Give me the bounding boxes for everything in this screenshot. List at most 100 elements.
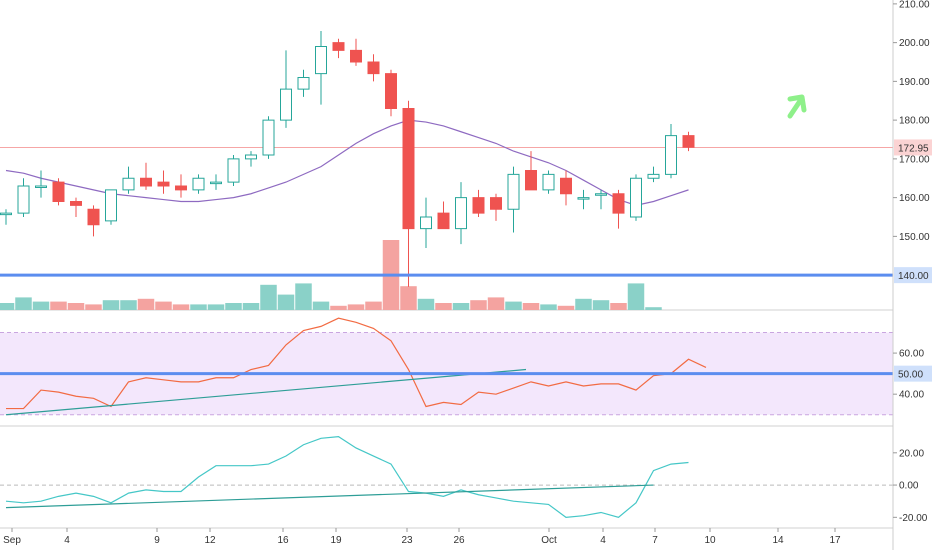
candle[interactable]: [280, 50, 292, 128]
candle[interactable]: [647, 166, 660, 183]
volume-bar: [15, 297, 32, 310]
volume-bar: [452, 303, 470, 310]
candle-body: [455, 197, 467, 230]
volume-bar: [522, 303, 540, 310]
candle[interactable]: [665, 124, 677, 179]
oscillator-panel[interactable]: [0, 436, 893, 518]
candle[interactable]: [262, 116, 275, 159]
candle[interactable]: [0, 209, 12, 225]
candle[interactable]: [332, 38, 345, 59]
candle[interactable]: [17, 178, 30, 217]
x-axis-label: Sep: [3, 535, 21, 546]
candle[interactable]: [350, 38, 362, 66]
candle-body: [682, 135, 695, 148]
candle[interactable]: [577, 189, 590, 210]
x-axis-label: 17: [829, 535, 841, 546]
volume-bar: [575, 298, 592, 310]
candle-body: [472, 197, 485, 214]
volume-bar: [32, 301, 50, 310]
x-axis-label: 16: [277, 535, 289, 546]
candle[interactable]: [122, 166, 135, 194]
oscillator-trend-line[interactable]: [5, 484, 654, 509]
candle-body: [157, 181, 170, 187]
candle[interactable]: [52, 178, 65, 206]
volume-bar: [50, 301, 67, 310]
volume-bar: [85, 304, 102, 310]
x-axis-label: 10: [704, 535, 716, 546]
price-tick-label: 160.00: [899, 193, 930, 204]
candle[interactable]: [140, 162, 152, 190]
candle-body: [105, 189, 117, 222]
candle[interactable]: [507, 166, 520, 233]
volume-bar: [312, 301, 330, 310]
candle[interactable]: [385, 69, 397, 117]
volume-bar: [137, 298, 155, 310]
volume-bar: [277, 294, 295, 310]
volume-bar: [610, 303, 627, 310]
candle[interactable]: [682, 131, 695, 152]
candle[interactable]: [525, 151, 537, 191]
price-tick-label: 170.00: [899, 154, 930, 165]
candle[interactable]: [560, 170, 572, 206]
candle-body: [490, 197, 502, 210]
price-tick-label: 190.00: [899, 77, 930, 88]
volume-bar: [330, 305, 347, 310]
volume-bar: [557, 305, 575, 310]
candle[interactable]: [245, 151, 257, 167]
candle[interactable]: [157, 170, 170, 194]
candle-body: [437, 212, 450, 230]
x-axis-label: 19: [330, 535, 342, 546]
candle[interactable]: [542, 170, 555, 194]
volume-bar: [0, 303, 15, 310]
rsi-trend-line[interactable]: [5, 368, 527, 416]
price-panel[interactable]: [0, 31, 893, 287]
candle[interactable]: [175, 174, 187, 198]
volume-bar: [242, 303, 260, 310]
candle[interactable]: [420, 197, 432, 248]
candle-body: [87, 208, 100, 226]
candle-body: [402, 108, 415, 230]
candle-body: [17, 185, 30, 214]
candle[interactable]: [367, 54, 380, 82]
candle[interactable]: [105, 189, 117, 225]
x-axis-label: 4: [600, 535, 606, 546]
volume-bar: [592, 300, 610, 310]
rsi-level-tag-background: [894, 365, 932, 382]
candle[interactable]: [35, 170, 47, 198]
candle[interactable]: [490, 193, 502, 221]
candle[interactable]: [595, 189, 607, 210]
price-tick-label: 200.00: [899, 38, 930, 49]
candle[interactable]: [472, 189, 485, 217]
volume-bar: [295, 283, 312, 310]
up-arrow-annotation[interactable]: [787, 94, 807, 119]
volume-bar: [207, 304, 225, 310]
candle[interactable]: [192, 174, 205, 194]
candle[interactable]: [455, 182, 467, 245]
candle[interactable]: [70, 197, 82, 217]
candle[interactable]: [297, 69, 310, 97]
volume-bar: [67, 303, 85, 310]
rsi-level-tag-text: 50.00: [898, 370, 923, 381]
candle[interactable]: [227, 155, 240, 186]
candle-body: [52, 181, 65, 202]
candle[interactable]: [210, 174, 222, 190]
candle[interactable]: [630, 174, 642, 221]
candle[interactable]: [402, 100, 415, 287]
candle-body: [577, 197, 590, 200]
rsi-tick-label: 60.00: [899, 349, 924, 360]
candle-body: [612, 193, 625, 214]
volume-bar: [365, 301, 382, 310]
volume-bar: [627, 283, 645, 310]
candle-body: [70, 201, 82, 206]
candle-body: [542, 173, 555, 191]
moving-average-line: [5, 119, 689, 206]
last-price-tag-background: [894, 139, 932, 156]
candle[interactable]: [612, 189, 625, 229]
candle[interactable]: [315, 31, 327, 105]
rsi-panel[interactable]: [0, 317, 893, 416]
candle[interactable]: [87, 205, 100, 237]
candle-body: [315, 46, 327, 75]
volume-bar: [190, 304, 207, 310]
candle[interactable]: [437, 201, 450, 230]
